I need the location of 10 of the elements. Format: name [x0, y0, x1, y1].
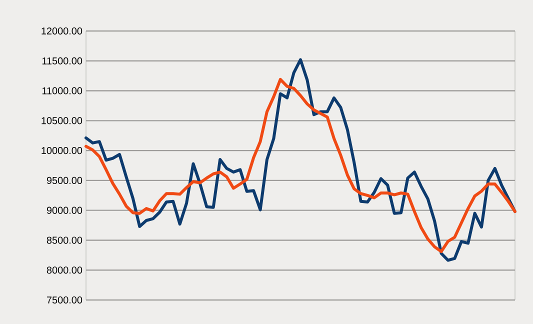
y-tick-label: 11500.00: [42, 57, 82, 64]
y-tick-label: 8000.00: [46, 266, 82, 274]
y-tick-label: 7500.00: [46, 296, 82, 304]
y-tick-label: 9500.00: [46, 176, 82, 184]
y-tick-label: 9000.00: [46, 206, 82, 214]
y-tick-label: 11000.00: [42, 87, 82, 94]
y-tick-label: 8500.00: [46, 236, 82, 244]
y-tick-label: 10500.00: [42, 117, 82, 124]
y-tick-label: 10000.00: [42, 147, 82, 154]
y-tick-label: 12000.00: [42, 27, 82, 35]
